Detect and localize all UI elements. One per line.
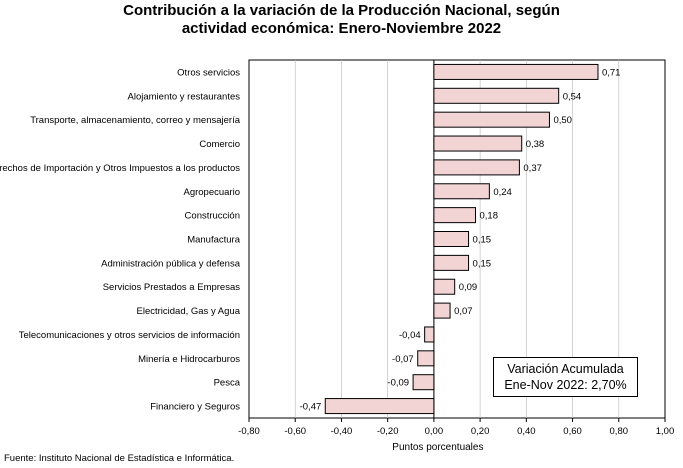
bar: [424, 326, 435, 343]
data-label: 0,15: [473, 235, 492, 246]
category-label: Administración pública y defensa: [101, 258, 241, 269]
category-label: Comercio: [199, 139, 240, 150]
data-label: 0,07: [454, 306, 473, 317]
data-label: 0,24: [493, 187, 512, 198]
data-label: 0,15: [473, 258, 492, 269]
category-label: Manufactura: [187, 235, 241, 246]
x-tick-label: 0,00: [425, 426, 444, 437]
data-label: 0,37: [523, 163, 542, 174]
category-label: Derechos de Importación y Otros Impuesto…: [0, 163, 240, 174]
data-label: -0,09: [387, 378, 409, 389]
bar: [433, 159, 520, 176]
chart-title: Contribución a la variación de la Produc…: [0, 2, 683, 38]
x-tick-label: 0,60: [563, 426, 582, 437]
category-label: Minería e Hidrocarburos: [138, 354, 240, 365]
data-label: -0,04: [399, 330, 421, 341]
x-tick-label: 0,40: [517, 426, 536, 437]
bar: [433, 183, 490, 200]
bar: [433, 278, 456, 295]
category-label: Alojamiento y restaurantes: [128, 91, 241, 102]
data-label: 0,50: [553, 115, 572, 126]
x-tick-label: -0,60: [284, 426, 306, 437]
category-label: Agropecuario: [183, 187, 240, 198]
bar: [417, 350, 435, 367]
category-label: Transporte, almacenamiento, correo y men…: [30, 115, 241, 126]
bar: [433, 63, 599, 80]
source-note: Fuente: Instituto Nacional de Estadístic…: [4, 453, 235, 464]
data-label: 0,09: [459, 282, 478, 293]
bar: [433, 231, 470, 247]
cumulative-variation-value: Ene-Nov 2022: 2,70%: [504, 378, 627, 392]
bar: [412, 374, 435, 391]
bar: [324, 398, 435, 415]
category-label: Financiero y Seguros: [150, 402, 240, 413]
category-label: Pesca: [214, 378, 241, 389]
category-label: Otros servicios: [177, 67, 240, 78]
bar: [433, 111, 550, 128]
x-tick-label: -0,40: [331, 426, 353, 437]
data-label: 0,54: [563, 91, 582, 102]
category-label: Telecomunicaciones y otros servicios de …: [19, 330, 240, 341]
data-label: 0,18: [479, 211, 498, 222]
bar: [433, 302, 451, 319]
category-label: Electricidad, Gas y Agua: [137, 306, 241, 317]
cumulative-variation-box: Variación Acumulada Ene-Nov 2022: 2,70%: [493, 357, 638, 397]
x-axis-label: Puntos porcentuales: [392, 442, 483, 453]
category-label: Construcción: [185, 211, 240, 222]
bar: [433, 207, 476, 224]
bar: [433, 135, 523, 152]
x-tick-label: 1,00: [656, 426, 675, 437]
bar: [433, 87, 560, 104]
chart-title-line1: Contribución a la variación de la Produc…: [123, 2, 560, 19]
cumulative-variation-label: Variación Acumulada: [507, 362, 624, 376]
x-tick-label: -0,80: [238, 426, 260, 437]
data-label: -0,07: [392, 354, 414, 365]
data-label: 0,38: [526, 139, 545, 150]
x-tick-label: 0,80: [610, 426, 629, 437]
x-tick-label: 0,20: [471, 426, 490, 437]
data-label: 0,71: [602, 67, 621, 78]
x-tick-label: -0,20: [377, 426, 399, 437]
data-label: -0,47: [300, 402, 322, 413]
chart-title-line2: actividad económica: Enero-Noviembre 202…: [181, 20, 502, 37]
plot-area: [248, 59, 666, 419]
bar: [433, 254, 470, 271]
category-label: Servicios Prestados a Empresas: [103, 282, 241, 293]
